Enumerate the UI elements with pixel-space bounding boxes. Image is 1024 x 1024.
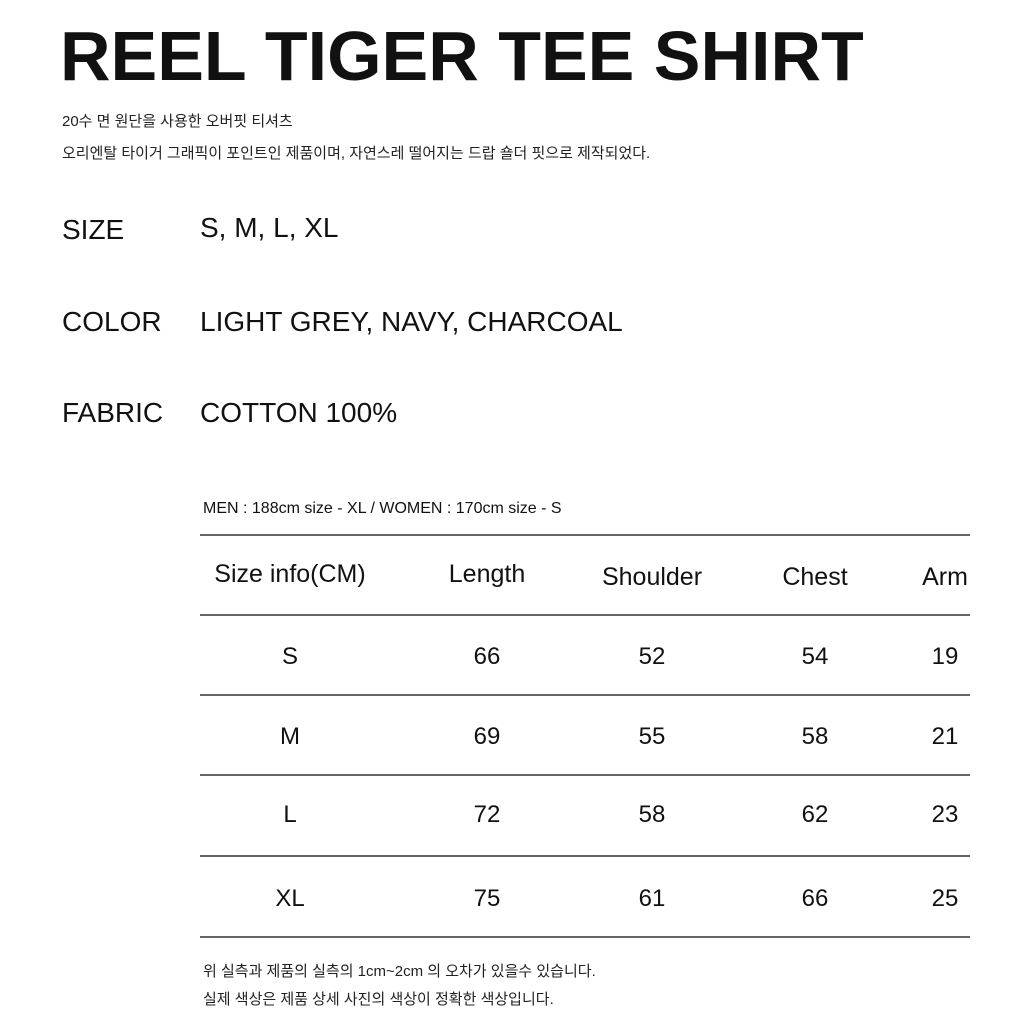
- table-header: Length: [448, 560, 526, 588]
- spec-value-size: S, M, L, XL: [200, 212, 339, 243]
- measurement-cell: 25: [931, 885, 959, 912]
- size-cell: L: [283, 801, 297, 828]
- description-line: 오리엔탈 타이거 그래픽이 포인트인 제품이며, 자연스레 떨어지는 드랍 숄더…: [62, 145, 651, 162]
- size-cell: S: [281, 643, 299, 670]
- measurement-cell: 52: [638, 643, 666, 670]
- measurement-cell: 19: [931, 643, 959, 670]
- table-rule: [200, 774, 970, 776]
- measurement-cell: 54: [801, 643, 829, 670]
- model-size-note: MEN : 188cm size - XL / WOMEN : 170cm si…: [203, 500, 562, 517]
- footnote: 실제 색상은 제품 상세 사진의 색상이 정확한 색상입니다.: [203, 991, 554, 1008]
- description-line: 20수 면 원단을 사용한 오버핏 티셔츠: [62, 113, 293, 130]
- page-title: REEL TIGER TEE SHIRT: [60, 17, 864, 95]
- measurement-cell: 58: [638, 801, 666, 828]
- table-header: Arm: [922, 563, 968, 591]
- spec-label-color: COLOR: [62, 306, 162, 337]
- measurement-cell: 69: [473, 723, 501, 750]
- table-rule: [200, 694, 970, 696]
- size-cell: M: [280, 723, 300, 750]
- measurement-cell: 66: [801, 885, 829, 912]
- measurement-cell: 55: [638, 723, 666, 750]
- table-rule: [200, 936, 970, 938]
- measurement-cell: 61: [638, 885, 666, 912]
- measurement-cell: 62: [801, 801, 829, 828]
- spec-value-fabric: COTTON 100%: [200, 397, 398, 428]
- table-rule: [200, 855, 970, 857]
- measurement-cell: 21: [931, 723, 959, 750]
- measurement-cell: 58: [801, 723, 829, 750]
- measurement-cell: 72: [473, 801, 501, 828]
- spec-value-color: LIGHT GREY, NAVY, CHARCOAL: [200, 306, 623, 337]
- table-header: Chest: [782, 563, 848, 591]
- footnote: 위 실측과 제품의 실측의 1cm~2cm 의 오차가 있을수 있습니다.: [203, 963, 596, 980]
- size-cell: XL: [275, 885, 305, 912]
- table-rule: [200, 614, 970, 616]
- table-rule: [200, 534, 970, 536]
- spec-label-fabric: FABRIC: [62, 397, 164, 428]
- measurement-cell: 75: [473, 885, 501, 912]
- measurement-cell: 23: [931, 801, 959, 828]
- measurement-cell: 66: [473, 643, 501, 670]
- spec-label-size: SIZE: [62, 214, 125, 245]
- table-header: Shoulder: [601, 563, 703, 591]
- table-header: Size info(CM): [214, 560, 366, 588]
